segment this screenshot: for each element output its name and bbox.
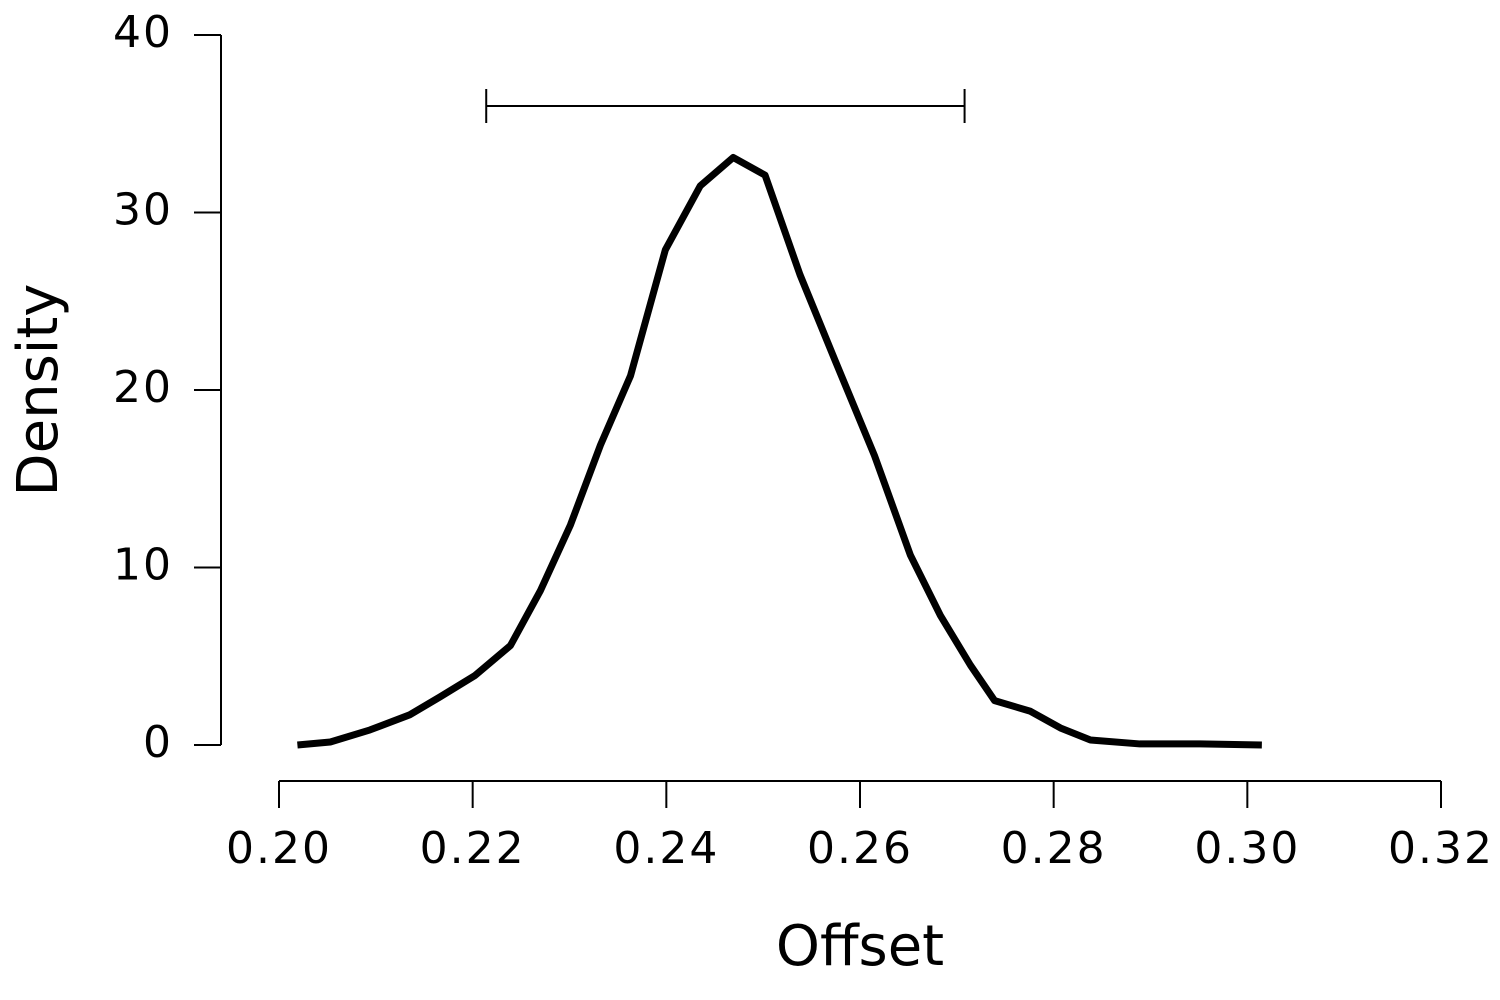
x-tick-label: 0.22 bbox=[420, 823, 526, 874]
y-tick-label: 40 bbox=[113, 7, 173, 58]
x-axis-title: Offset bbox=[776, 914, 944, 979]
density-line bbox=[297, 153, 1262, 749]
x-tick-label: 0.32 bbox=[1388, 823, 1494, 874]
x-tick-label: 0.20 bbox=[226, 823, 332, 874]
y-tick-label: 10 bbox=[113, 540, 173, 591]
y-tick-label: 20 bbox=[113, 362, 173, 413]
y-tick-label: 0 bbox=[143, 717, 173, 768]
x-tick-label: 0.24 bbox=[613, 823, 719, 874]
x-tick-label: 0.28 bbox=[1001, 823, 1107, 874]
y-axis-title: Density bbox=[6, 284, 71, 497]
x-tick-label: 0.26 bbox=[807, 823, 913, 874]
x-tick-label: 0.30 bbox=[1194, 823, 1300, 874]
y-tick-label: 30 bbox=[113, 185, 173, 236]
